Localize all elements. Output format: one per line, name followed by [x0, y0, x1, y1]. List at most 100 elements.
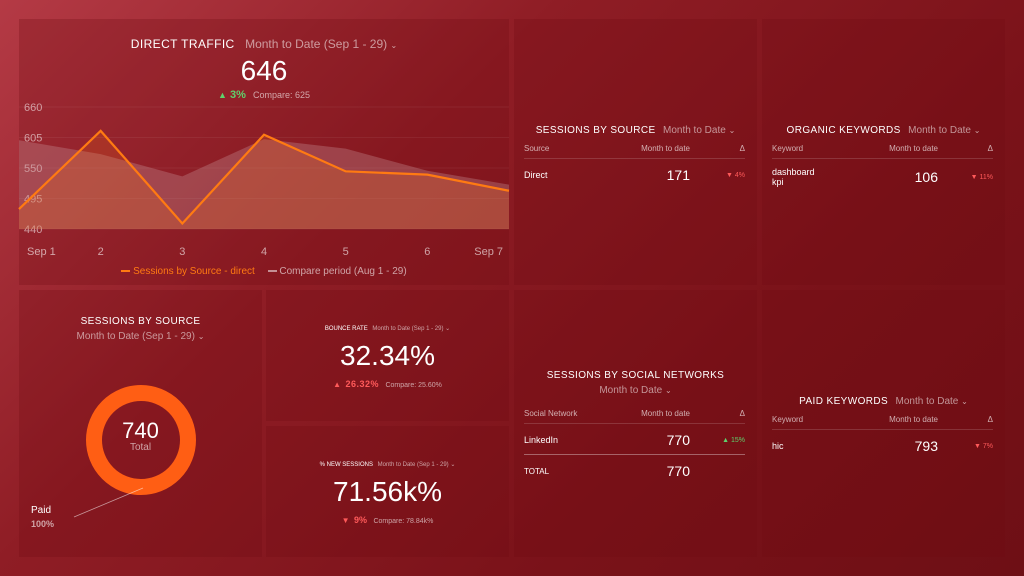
delta-down-icon: ▼ [341, 516, 350, 525]
x-tick-label: 5 [343, 246, 349, 258]
slice-percent: 100% [31, 519, 55, 529]
x-tick-label: Sep 1 [27, 246, 56, 258]
x-tick-label: Sep 7 [474, 246, 503, 258]
y-tick-label: 550 [24, 163, 42, 175]
y-tick-label: 495 [24, 194, 42, 206]
compare-value: Compare: 25.60% [385, 382, 442, 389]
row-value: 171 [666, 167, 690, 183]
kpi-value: 71.56k% [333, 476, 442, 507]
period-label: Month to Date [662, 125, 726, 136]
chevron-down-icon: ⌄ [390, 41, 398, 50]
table-header: Source Month to date Δ [524, 144, 745, 159]
column-header: Month to date [889, 144, 938, 153]
legend-compare-swatch [267, 270, 277, 273]
row-delta: 15% [730, 436, 745, 444]
delta-down-icon: ▼ [970, 173, 978, 181]
column-header: Δ [739, 409, 745, 418]
sessions-by-source-table-widget: SESSIONS BY SOURCE Month to Date ⌄ Sourc… [514, 19, 757, 285]
donut-slice-paid[interactable] [86, 385, 196, 495]
widget-title: ORGANIC KEYWORDS [786, 125, 901, 136]
period-label: Month to Date (Sep 1 - 29) [76, 331, 195, 342]
compare-value: Compare: 78.84k% [373, 518, 434, 525]
y-tick-label: 605 [24, 133, 42, 145]
legend-current-swatch [121, 270, 131, 273]
period-label: Month to Date [908, 125, 971, 136]
table-header: Social Network Month to date Δ [524, 409, 745, 424]
row-value: 770 [666, 432, 690, 448]
direct-traffic-chart: 660 605 550 495 440 Sep 1 2 3 4 5 6 Sep 7 [18, 102, 510, 258]
column-header: Keyword [772, 144, 804, 153]
period-dropdown[interactable]: Month to Date (Sep 1 - 29) ⌄ [378, 462, 456, 468]
chevron-down-icon: ⌄ [197, 332, 205, 341]
widget-title: SESSIONS BY SOCIAL NETWORKS [546, 370, 725, 381]
donut-total-value: 740 [122, 418, 159, 443]
widget-title: % NEW SESSIONS [319, 462, 373, 468]
column-header: Δ [987, 144, 993, 153]
period-dropdown[interactable]: Month to Date ⌄ [908, 125, 980, 136]
bounce-rate-widget: BOUNCE RATE Month to Date (Sep 1 - 29) ⌄… [266, 290, 509, 421]
x-tick-label: 3 [179, 246, 185, 258]
period-dropdown[interactable]: Month to Date ⌄ [896, 396, 968, 407]
y-tick-label: 440 [24, 224, 42, 236]
delta-value: 3% [229, 89, 246, 101]
legend-compare-label: Compare period (Aug 1 - 29) [279, 266, 407, 277]
chevron-down-icon: ⌄ [973, 126, 981, 135]
total-label: TOTAL [524, 466, 550, 476]
column-header: Social Network [524, 409, 578, 418]
y-tick-label: 660 [24, 102, 42, 114]
kpi-value: 646 [240, 55, 288, 86]
delta-down-icon: ▼ [725, 171, 733, 179]
period-dropdown[interactable]: Month to Date ⌄ [663, 125, 735, 136]
column-header: Source [524, 144, 550, 153]
x-tick-label: 6 [424, 246, 430, 258]
row-delta: 4% [734, 171, 745, 179]
column-header: Month to date [889, 415, 938, 424]
compare-value: Compare: 625 [252, 90, 310, 100]
direct-traffic-widget: DIRECT TRAFFIC Month to Date (Sep 1 - 29… [18, 19, 510, 285]
slice-label: Paid [31, 505, 52, 516]
social-networks-widget: SESSIONS BY SOCIAL NETWORKS Month to Dat… [514, 290, 757, 557]
table-header: Keyword Month to date Δ [772, 415, 993, 430]
chevron-down-icon: ⌄ [728, 126, 736, 135]
period-label: Month to Date [895, 396, 959, 407]
period-label: Month to Date (Sep 1 - 29) [372, 326, 444, 332]
row-value: 793 [914, 438, 938, 454]
table-row: hic 793 ▼ 7% [772, 430, 993, 454]
current-series-line [18, 129, 510, 226]
delta-down-icon: ▼ [973, 442, 981, 450]
sessions-by-source-donut-widget: SESSIONS BY SOURCE Month to Date (Sep 1 … [19, 290, 262, 557]
delta-up-icon: ▲ [333, 380, 342, 389]
table-total-row: TOTAL 770 [524, 455, 745, 479]
column-header: Δ [739, 144, 745, 153]
delta-up-icon: ▲ [722, 436, 730, 444]
row-delta: 7% [982, 442, 993, 450]
period-dropdown[interactable]: Month to Date (Sep 1 - 29) ⌄ [372, 326, 450, 332]
organic-keywords-widget: ORGANIC KEYWORDS Month to Date ⌄ Keyword… [762, 19, 1005, 285]
total-value: 770 [666, 463, 690, 479]
donut-total-label: Total [129, 442, 152, 453]
period-label: Month to Date (Sep 1 - 29) [245, 37, 388, 51]
period-dropdown[interactable]: Month to Date (Sep 1 - 29) ⌄ [19, 331, 262, 342]
chevron-down-icon: ⌄ [450, 462, 456, 468]
table-header: Keyword Month to date Δ [772, 144, 993, 159]
table-row: Direct 171 ▼ 4% [524, 159, 745, 183]
widget-title: PAID KEYWORDS [799, 396, 889, 407]
column-header: Δ [987, 415, 993, 424]
period-label: Month to Date (Sep 1 - 29) [377, 462, 449, 468]
row-label: hic [772, 441, 784, 451]
period-label: Month to Date [599, 385, 663, 396]
legend-current-label: Sessions by Source - direct [133, 266, 255, 277]
widget-title: DIRECT TRAFFIC [130, 37, 235, 51]
delta-value: 9% [353, 515, 367, 525]
table-row: dashboard kpi 106 ▼ 11% [772, 159, 993, 187]
widget-title: SESSIONS BY SOURCE [80, 316, 201, 327]
x-tick-label: 4 [261, 246, 267, 258]
column-header: Keyword [772, 415, 804, 424]
kpi-value: 32.34% [340, 340, 435, 371]
new-sessions-widget: % NEW SESSIONS Month to Date (Sep 1 - 29… [266, 426, 509, 557]
slice-leader-line [73, 487, 144, 518]
period-dropdown[interactable]: Month to Date ⌄ [514, 385, 757, 396]
table-row: LinkedIn 770 ▲ 15% [524, 424, 745, 455]
period-dropdown[interactable]: Month to Date (Sep 1 - 29) ⌄ [245, 37, 397, 51]
chevron-down-icon: ⌄ [961, 397, 968, 406]
